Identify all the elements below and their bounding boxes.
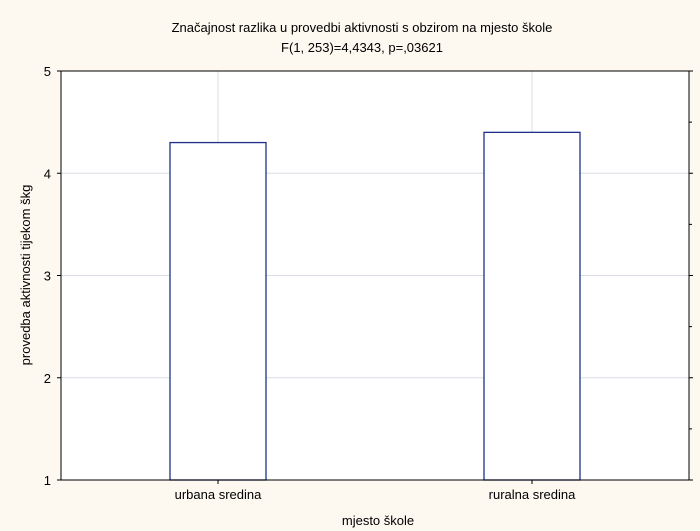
y-tick-label: 2 [44, 371, 51, 386]
y-axis-label: provedba aktivnosti tijekom škg [18, 185, 33, 366]
y-tick-label: 3 [44, 269, 51, 284]
y-tick-label: 5 [44, 64, 51, 79]
x-axis-label: mjesto škole [342, 513, 414, 528]
x-tick-label: urbana sredina [175, 487, 262, 502]
bars [169, 131, 581, 481]
chart-title: Značajnost razlika u provedbi aktivnosti… [172, 20, 553, 35]
x-tick-label: ruralna sredina [489, 487, 576, 502]
axis-ticks: 1 2 3 4 5 urbana sredina ruralna sredina [44, 64, 693, 502]
bar-ruralna-sredina [483, 131, 581, 481]
y-tick-label: 4 [44, 166, 51, 181]
chart-subtitle: F(1, 253)=4,4343, p=,03621 [281, 40, 443, 55]
bar-urbana-sredina [169, 141, 267, 481]
y-tick-label: 1 [44, 473, 51, 488]
